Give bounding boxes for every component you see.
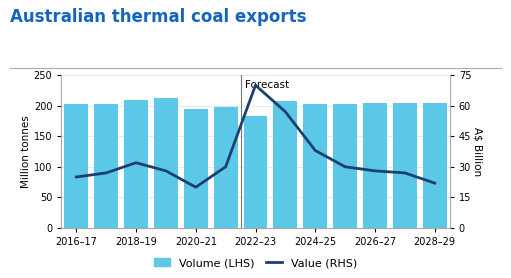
Legend: Volume (LHS), Value (RHS): Volume (LHS), Value (RHS) xyxy=(149,254,362,272)
Bar xyxy=(244,116,267,228)
Bar xyxy=(184,109,207,228)
Text: Australian thermal coal exports: Australian thermal coal exports xyxy=(10,8,307,26)
Bar xyxy=(154,98,178,228)
Bar xyxy=(124,100,148,228)
Bar xyxy=(363,103,387,228)
Bar xyxy=(333,104,357,228)
Bar xyxy=(304,104,327,228)
Bar xyxy=(214,107,238,228)
Y-axis label: Million tonnes: Million tonnes xyxy=(21,115,31,188)
Bar xyxy=(64,105,88,228)
Bar xyxy=(94,104,118,228)
Bar xyxy=(273,101,297,228)
Text: Forecast: Forecast xyxy=(245,80,289,90)
Y-axis label: A$ Billion: A$ Billion xyxy=(472,127,482,176)
Bar xyxy=(423,103,447,228)
Bar xyxy=(393,103,417,228)
